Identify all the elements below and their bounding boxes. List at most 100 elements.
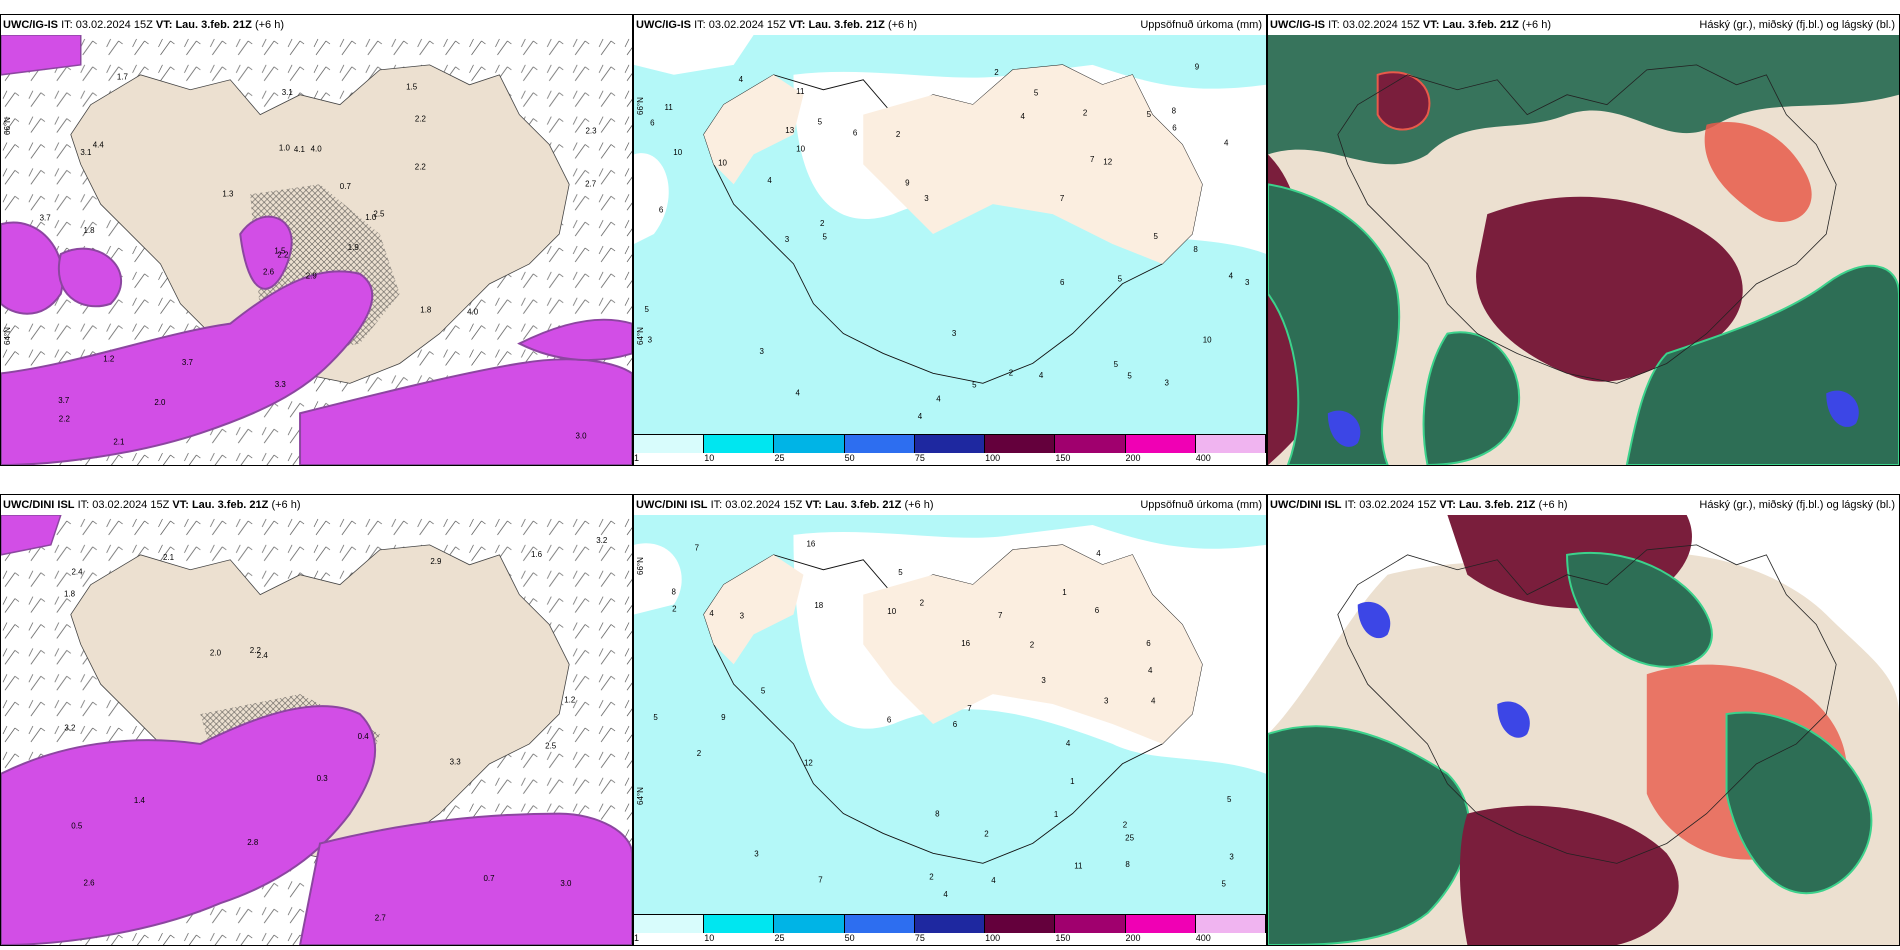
value-label: 1.9 [348, 243, 360, 252]
vt-value: Lau. 3.feb. 21Z [808, 19, 885, 31]
value-label: 3 [952, 329, 957, 338]
value-label: 2.3 [585, 127, 597, 136]
value-label: 3.2 [64, 724, 76, 733]
model-name: UWC/IG-IS [3, 19, 58, 31]
lead-time: (+6 h) [904, 499, 934, 511]
cloud-map[interactable] [1268, 35, 1899, 465]
model-name: UWC/IG-IS [636, 19, 691, 31]
value-label: 10 [718, 159, 727, 168]
colorbar-segment [914, 435, 986, 453]
colorbar-segment [774, 915, 845, 933]
map-canvas [1268, 35, 1899, 465]
precip-area [1, 515, 62, 556]
value-label: 10 [673, 148, 682, 157]
panel-dini-wind-precip: UWC/DINI ISL IT: 03.02.2024 15Z VT: Lau.… [0, 494, 633, 946]
value-label: 6 [1172, 124, 1177, 133]
value-label: 4 [1096, 549, 1101, 558]
it-label: IT: [694, 19, 706, 31]
value-label: 0.4 [358, 732, 370, 741]
accum-precip-map[interactable]: 10 10 7 4 5 4 6 5 8 3 4 5 7 3 6 4 2 2 3 2 5 8 3 3 2 4 6 5 4 3 5 4 9 10 11 1… [634, 35, 1266, 435]
value-label: 4.0 [467, 308, 479, 317]
value-label: 7 [818, 876, 823, 885]
colorbar-segment [844, 915, 915, 933]
value-label: 2 [1030, 641, 1035, 650]
value-label: 4 [1039, 371, 1044, 380]
it-value: 03.02.2024 15Z [1342, 19, 1420, 31]
value-label: 2.7 [585, 180, 597, 189]
it-value: 03.02.2024 15Z [75, 19, 153, 31]
latitude-label: 66°N [3, 117, 12, 135]
no-precip-area [634, 153, 669, 244]
value-label: 3 [785, 235, 790, 244]
lead-time: (+6 h) [1521, 19, 1551, 31]
value-label: 7 [1090, 155, 1095, 164]
value-label: 18 [814, 601, 823, 610]
value-label: 2 [994, 68, 999, 77]
map-canvas [1268, 515, 1899, 945]
accum-value-labels: 10 10 7 4 5 4 6 5 8 3 4 5 7 3 6 4 2 2 3 2 5 8 3 3 2 4 6 5 4 3 5 4 9 10 11 1… [645, 63, 1250, 422]
value-label: 1.6 [531, 550, 543, 559]
value-label: 2.2 [250, 646, 262, 655]
latitude-label: 66°N [636, 97, 645, 115]
map-canvas: 3.3 2.5 2.6 2.1 2.4 0.7 0.5 2.9 2.0 2.7 1.8 3.2 2.4 3… [1, 515, 632, 945]
colorbar-segment [704, 435, 775, 453]
value-label: 5 [1118, 274, 1123, 283]
value-label: 5 [1222, 880, 1227, 889]
it-value: 03.02.2024 15Z [725, 499, 803, 511]
value-label: 8 [1172, 107, 1177, 116]
high-cloud [1268, 35, 1899, 165]
value-label: 0.5 [71, 822, 83, 831]
colorbar-tick-label: 1 [634, 933, 640, 943]
value-label: 4 [1229, 271, 1234, 280]
value-label: 4 [739, 75, 744, 84]
panel-ig-accum-precip: UWC/IG-IS IT: 03.02.2024 15Z VT: Lau. 3.… [633, 14, 1267, 466]
value-label: 11 [1074, 862, 1083, 871]
vt-label: VT: [172, 499, 189, 511]
value-label: 5 [645, 305, 650, 314]
wind-precip-map[interactable]: 2.9 3.1 2.2 3.7 1.0 3.7 1.5 4.0 2.2 1.9 1.7 3.0 1.8 2… [1, 35, 632, 465]
value-label: 8 [1125, 860, 1130, 869]
precip-title: Uppsöfnuð úrkoma (mm) [1140, 499, 1262, 511]
value-label: 3 [740, 612, 745, 621]
panel-header: UWC/IG-IS IT: 03.02.2024 15Z VT: Lau. 3.… [1, 15, 632, 35]
value-label: 3 [1245, 278, 1250, 287]
colorbar-segment [985, 435, 1056, 453]
latitude-label: 66°N [636, 557, 645, 575]
value-label: 12 [804, 759, 813, 768]
value-label: 6 [1095, 606, 1100, 615]
model-name: UWC/DINI ISL [636, 499, 708, 511]
colorbar-tick-label: 150 [1055, 453, 1071, 463]
value-label: 4 [795, 388, 800, 397]
wind-precip-map[interactable]: 3.3 2.5 2.6 2.1 2.4 0.7 0.5 2.9 2.0 2.7 1.8 3.2 2.4 3… [1, 515, 632, 945]
value-label: 2 [896, 130, 901, 139]
colorbar-segment [914, 915, 986, 933]
precip-area [1, 35, 82, 76]
accum-precip-map[interactable]: 16 25 8 6 2 2 4 1 5 2 2 7 4 4 3 6 5 1 2 1 2 8 3 6 4 3 7 5 7 5 3 9 4 4 12 10… [634, 515, 1266, 915]
it-value: 03.02.2024 15Z [1359, 499, 1437, 511]
colorbar-tick-label: 75 [914, 933, 925, 943]
value-label: 1.8 [84, 226, 96, 235]
vt-label: VT: [805, 499, 822, 511]
colorbar-tick-label: 25 [774, 933, 785, 943]
value-label: 6 [1146, 639, 1151, 648]
lead-time: (+6 h) [887, 19, 917, 31]
colorbar-tick-label: 1 [634, 453, 640, 463]
colorbar-tick-label: 400 [1195, 453, 1211, 463]
value-label: 5 [761, 687, 766, 696]
value-label: 2.9 [430, 557, 442, 566]
value-label: 4 [709, 609, 714, 618]
colorbar-segment [1125, 435, 1196, 453]
value-label: 25 [1125, 833, 1134, 842]
value-label: 3 [1229, 852, 1234, 861]
value-label: 2.6 [84, 879, 96, 888]
vt-label: VT: [155, 19, 173, 31]
colorbar-tick-label: 100 [985, 933, 1001, 943]
panel-ig-wind-precip: UWC/IG-IS IT: 03.02.2024 15Z VT: Lau. 3.… [0, 14, 633, 466]
precip-area [239, 215, 293, 290]
value-label: 10 [1203, 336, 1212, 345]
cloud-map[interactable] [1268, 515, 1899, 945]
precip-area [299, 812, 632, 945]
value-label: 5 [1153, 232, 1158, 241]
it-label: IT: [61, 19, 73, 31]
cloud-title: Háský (gr.), miðský (fj.bl.) og lágský (… [1699, 19, 1895, 31]
